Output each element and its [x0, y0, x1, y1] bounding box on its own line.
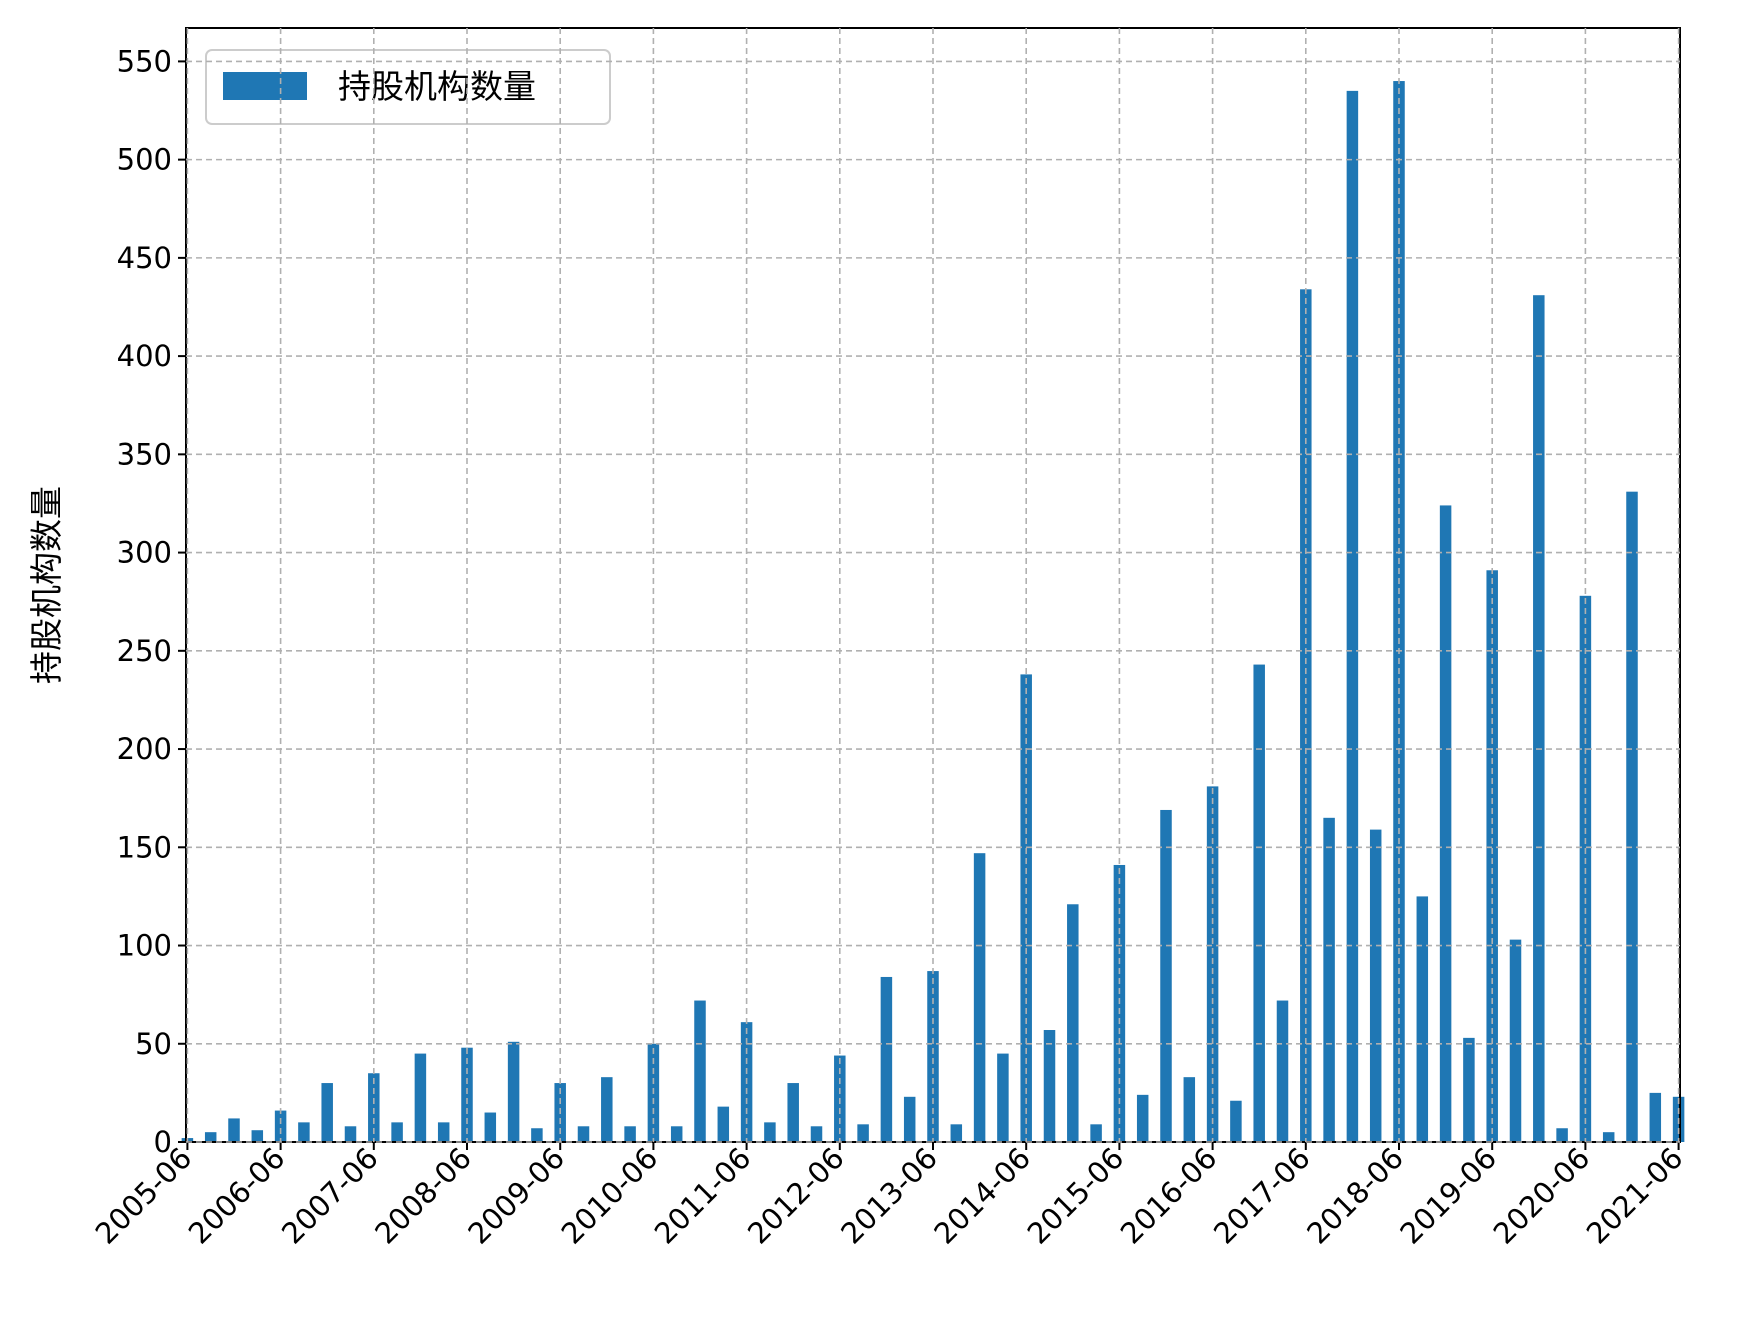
x-tick-label: 2018-06	[1300, 1141, 1410, 1251]
bar	[1533, 295, 1545, 1142]
legend-label: 持股机构数量	[338, 67, 536, 106]
bar	[1649, 1092, 1662, 1142]
x-tick-label: 2013-06	[834, 1141, 944, 1251]
bar	[484, 1112, 497, 1142]
x-tick-label: 2011-06	[648, 1141, 758, 1251]
bar	[531, 1128, 543, 1142]
bar	[973, 853, 986, 1142]
bar	[1416, 896, 1429, 1142]
y-tick-label: 50	[135, 1027, 172, 1061]
bar	[1556, 1128, 1568, 1142]
bar	[1439, 505, 1452, 1142]
bar	[204, 1132, 217, 1142]
x-tick-label: 2012-06	[741, 1141, 851, 1251]
bar	[810, 1126, 823, 1142]
bar	[1183, 1077, 1196, 1142]
x-tick-label: 2007-06	[275, 1141, 385, 1251]
bar	[880, 976, 893, 1142]
y-tick-label: 0	[154, 1125, 172, 1159]
bar	[1486, 570, 1498, 1142]
bar	[251, 1130, 264, 1142]
x-tick-label: 2021-06	[1580, 1141, 1690, 1251]
bar	[997, 1053, 1009, 1142]
grid-lines	[186, 28, 1680, 1143]
x-tick-label: 2014-06	[927, 1141, 1037, 1251]
x-tick-label: 2017-06	[1207, 1141, 1317, 1251]
bar	[950, 1124, 963, 1142]
bar	[321, 1083, 333, 1142]
x-tick-label: 2010-06	[555, 1141, 665, 1251]
bar	[437, 1122, 450, 1142]
legend-swatch	[223, 72, 307, 100]
bar	[1230, 1100, 1242, 1142]
bar	[624, 1126, 636, 1142]
bar	[764, 1122, 776, 1142]
y-tick-label: 450	[117, 241, 172, 275]
bar	[1043, 1030, 1056, 1142]
y-tick-label: 550	[117, 44, 172, 78]
bar	[1206, 786, 1219, 1142]
bar	[1160, 809, 1172, 1142]
bar	[1463, 1037, 1475, 1142]
bar	[903, 1096, 916, 1142]
bar	[274, 1110, 287, 1142]
bar	[344, 1126, 357, 1142]
x-tick-label: 2019-06	[1393, 1141, 1503, 1251]
bar	[414, 1053, 427, 1142]
bar	[1090, 1124, 1102, 1142]
bar	[507, 1041, 520, 1142]
bar	[787, 1083, 799, 1142]
y-tick-label: 250	[117, 634, 172, 668]
y-tick-label: 350	[117, 437, 172, 471]
y-tick-label: 200	[117, 732, 172, 766]
bar	[1323, 817, 1335, 1142]
bar	[857, 1124, 869, 1142]
bar	[1626, 491, 1638, 1142]
y-tick-label: 300	[117, 536, 172, 570]
x-tick-label: 2020-06	[1487, 1141, 1597, 1251]
y-tick-label: 500	[117, 143, 172, 177]
x-tick-label: 2006-06	[182, 1141, 292, 1251]
bar	[1300, 289, 1312, 1142]
bar	[1276, 1000, 1289, 1142]
x-tick-label: 2008-06	[368, 1141, 478, 1251]
y-tick-label: 100	[117, 929, 172, 963]
bar	[391, 1122, 403, 1142]
bar	[298, 1122, 310, 1142]
bar	[694, 1000, 706, 1142]
bar	[577, 1126, 590, 1142]
y-axis-label: 持股机构数量	[27, 486, 66, 684]
bar	[1067, 904, 1079, 1142]
x-tick-label: 2009-06	[461, 1141, 571, 1251]
legend: 持股机构数量	[205, 49, 611, 125]
bar	[1369, 829, 1382, 1142]
legend-box	[205, 49, 611, 125]
bar	[1602, 1132, 1615, 1142]
y-tick-label: 150	[117, 830, 172, 864]
bar	[1346, 90, 1359, 1143]
bar	[670, 1126, 683, 1142]
bar	[1253, 664, 1265, 1142]
bar	[1509, 939, 1522, 1142]
bar	[927, 971, 939, 1142]
x-tick-label: 2016-06	[1114, 1141, 1224, 1251]
y-tick-label: 400	[117, 339, 172, 373]
bar	[601, 1077, 613, 1142]
x-tick-label: 2005-06	[89, 1141, 199, 1251]
x-tick-label: 2015-06	[1021, 1141, 1131, 1251]
bar	[717, 1106, 730, 1142]
bar	[368, 1073, 380, 1142]
bar	[1136, 1094, 1149, 1142]
bar	[228, 1118, 240, 1142]
bar	[461, 1047, 473, 1142]
